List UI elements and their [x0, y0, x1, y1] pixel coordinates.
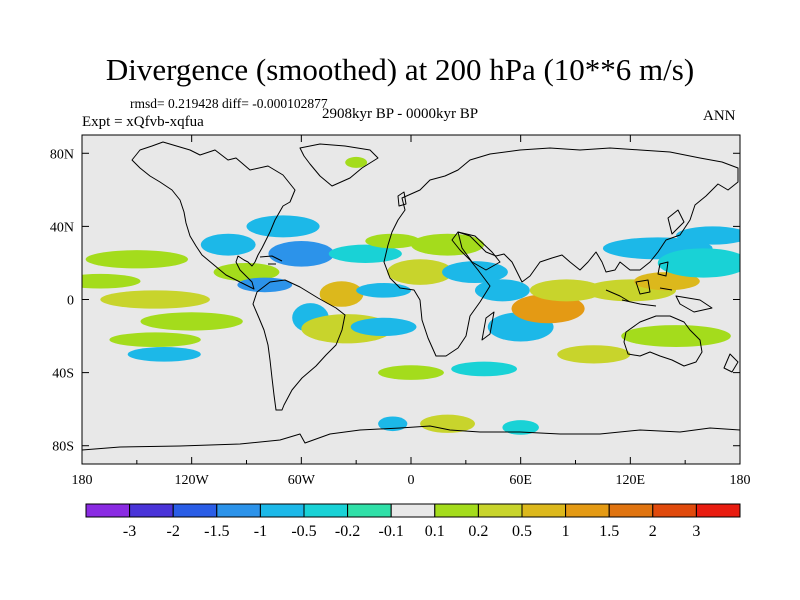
colorbar-label: -1 [254, 523, 267, 540]
field-anomaly [529, 279, 603, 302]
field-anomaly [420, 414, 475, 433]
colorbar-swatch [390, 503, 436, 518]
experiment-line: Expt = xQfvb-xqfua [82, 114, 204, 130]
field-anomaly [319, 281, 364, 307]
lat-tick-label: 0 [67, 294, 74, 309]
coast-australia [623, 315, 703, 367]
colorbar-label: 3 [692, 523, 700, 540]
colorbar-label: -0.5 [291, 523, 316, 540]
period-line: 2908kyr BP - 0000kyr BP [322, 106, 479, 122]
lon-tick-label: 180 [730, 473, 751, 488]
coastlines [82, 141, 740, 451]
coast-new-guinea [675, 295, 713, 313]
colorbar-swatch [434, 503, 479, 518]
colorbar-label: 2 [649, 523, 657, 540]
colorbar-swatch [477, 503, 523, 518]
field-anomaly [451, 361, 518, 377]
coast-indonesia [605, 261, 673, 307]
field-anomaly [411, 233, 485, 256]
field-anomaly [345, 156, 368, 168]
coast-eurasia-africa [383, 147, 739, 357]
lat-tick-label: 80N [50, 147, 74, 162]
lon-tick-label: 60W [288, 473, 316, 488]
colorbar-swatch [347, 503, 392, 518]
field-anomaly [621, 325, 731, 348]
colorbar-swatch [129, 503, 174, 518]
colorbar-label: 1 [562, 523, 570, 540]
field-anomaly [365, 233, 421, 249]
lat-tick-label: 80S [52, 440, 74, 455]
coast-antarctica [82, 425, 740, 451]
field-anomaly [127, 347, 201, 362]
coast-caribbean [259, 255, 283, 265]
colorbar-label: -1.5 [204, 523, 229, 540]
field-anomaly [378, 416, 408, 432]
field-anomaly [474, 279, 530, 302]
field-anomaly [633, 272, 700, 291]
colorbar-label: 0.5 [512, 523, 532, 540]
field-anomaly [140, 312, 243, 331]
field-anomaly [85, 250, 189, 269]
colorbar-swatch [565, 503, 610, 518]
field-anomaly [387, 259, 454, 285]
colorbar: -3 -2 -1.5 -1 -0.5 -0.2 -0.1 0.1 0.2 0.5 1 1.5 2 3 [85, 503, 741, 540]
coast-arabia [457, 231, 501, 271]
colorbar-label: 1.5 [599, 523, 619, 540]
colorbar-swatch [259, 503, 305, 518]
coast-north-america [131, 141, 296, 290]
colorbar-swatch [85, 503, 131, 518]
colorbar-label: 0.1 [425, 523, 445, 540]
lon-tick-label: 180 [72, 473, 93, 488]
lat-tick-label: 40N [50, 220, 74, 235]
season-label: ANN [703, 108, 736, 124]
field-anomaly [356, 283, 412, 298]
colorbar-swatch [172, 503, 218, 518]
field-anomaly [109, 332, 201, 348]
field-anomaly [557, 345, 631, 364]
coast-south-america [252, 279, 346, 411]
axis-ticks: 180 120W 60W 0 60E 120E 180 80N 40N 0 40S 80S [50, 135, 751, 488]
field-anomaly [100, 290, 210, 309]
field-anomaly [657, 248, 740, 278]
coast-japan [667, 209, 685, 235]
field-anomaly [328, 244, 402, 263]
colorbar-swatch [652, 503, 697, 518]
field-anomaly [350, 317, 417, 337]
field-anomaly [246, 215, 320, 238]
lat-tick-label: 40S [52, 367, 74, 382]
lon-tick-label: 60E [509, 473, 532, 488]
colorbar-label: -0.2 [335, 523, 360, 540]
field-anomaly [378, 365, 444, 380]
field-anomaly [502, 420, 539, 435]
colorbar-swatch [608, 503, 654, 518]
field-anomaly [676, 226, 740, 245]
colorbar-swatch [521, 503, 567, 518]
field-anomaly [200, 233, 256, 256]
lon-tick-label: 120W [175, 473, 210, 488]
lon-tick-label: 0 [408, 473, 415, 488]
field-anomaly [82, 273, 141, 289]
colorbar-swatch [303, 503, 349, 518]
colorbar-label: -2 [167, 523, 180, 540]
coast-madagascar [481, 311, 495, 341]
colorbar-label: -0.1 [379, 523, 404, 540]
lon-tick-label: 120E [616, 473, 646, 488]
coast-greenland [299, 143, 379, 187]
colorbar-label: 0.2 [468, 523, 488, 540]
field-anomaly [268, 241, 335, 267]
colorbar-swatch [695, 503, 741, 518]
coast-britain [397, 191, 407, 207]
stats-line: rmsd= 0.219428 diff= -0.000102877 [130, 96, 328, 111]
map-title: Divergence (smoothed) at 200 hPa (10**6 … [105, 52, 695, 87]
colorbar-swatch [216, 503, 261, 518]
colorbar-label: -3 [123, 523, 136, 540]
coast-new-zealand [723, 353, 739, 373]
